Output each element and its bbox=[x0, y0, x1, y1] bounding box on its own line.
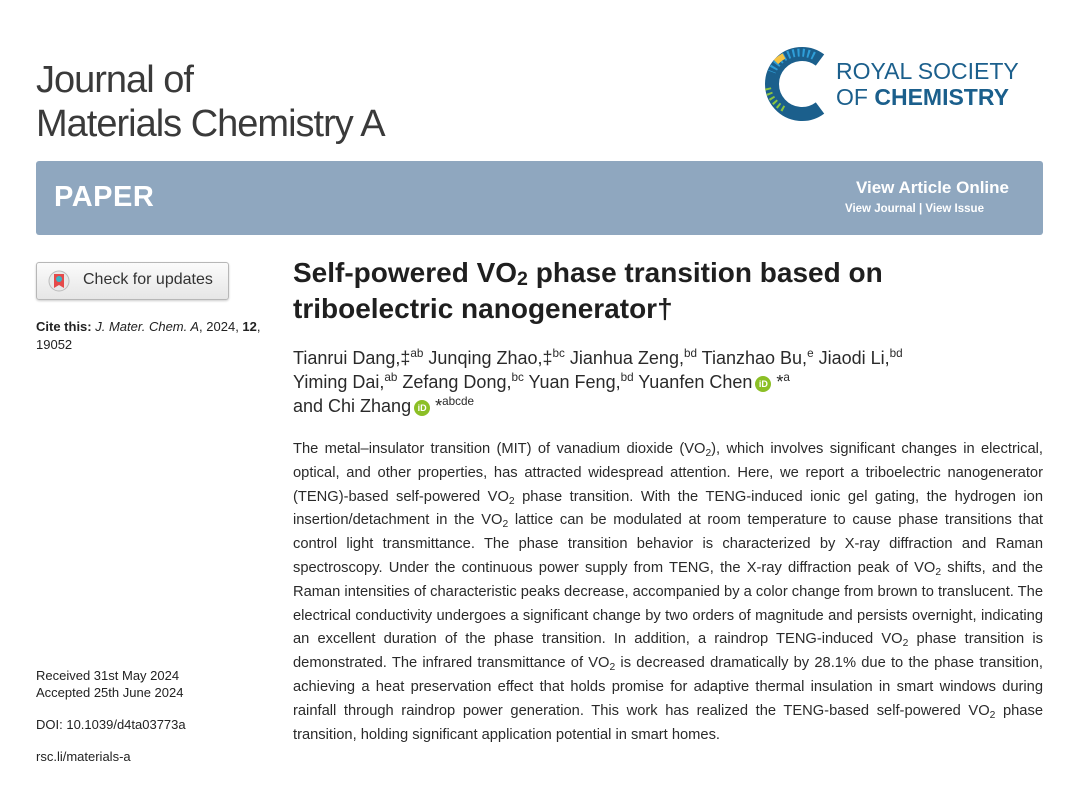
orcid-icon[interactable]: iD bbox=[755, 376, 772, 392]
publisher-name: ROYAL SOCIETY OF CHEMISTRY bbox=[836, 58, 1019, 110]
article-title-subscript: 2 bbox=[517, 268, 528, 290]
publisher-logo[interactable]: ROYAL SOCIETY OF CHEMISTRY bbox=[762, 42, 1052, 126]
publisher-name-of: OF bbox=[836, 84, 875, 110]
view-article-online-link[interactable]: View Article Online bbox=[855, 178, 1009, 197]
accepted-date: Accepted 25th June 2024 bbox=[36, 685, 184, 700]
publication-dates: Received 31st May 2024 Accepted 25th Jun… bbox=[36, 667, 183, 701]
cite-year: , 2024, bbox=[199, 319, 243, 334]
cite-label: Cite this: bbox=[36, 319, 92, 334]
citation: Cite this: J. Mater. Chem. A, 2024, 12, … bbox=[36, 318, 276, 354]
doi[interactable]: DOI: 10.1039/d4ta03773a bbox=[36, 717, 186, 732]
crossmark-icon bbox=[48, 270, 70, 292]
article-title: Self-powered VO2 phase transition based … bbox=[293, 255, 1013, 327]
journal-title: Journal of Materials Chemistry A bbox=[36, 58, 386, 146]
article-type-banner: PAPER View Article Online View Journal |… bbox=[36, 161, 1043, 235]
abstract: The metal–insulator transition (MIT) of … bbox=[293, 441, 1043, 743]
view-issue-link[interactable]: View Issue bbox=[925, 203, 984, 215]
article-title-part2: phase transition based on triboelectric … bbox=[293, 257, 883, 324]
author-list: Tianrui Dang,‡ab Junqing Zhao,‡bc Jianhu… bbox=[293, 347, 903, 416]
article-type-label: PAPER bbox=[54, 181, 155, 213]
view-journal-link[interactable]: View Journal bbox=[845, 203, 916, 215]
article-title-part1: Self-powered VO bbox=[293, 257, 518, 288]
cite-journal: J. Mater. Chem. A bbox=[95, 319, 200, 334]
cite-volume: 12 bbox=[242, 319, 257, 334]
banner-sub-links: View Journal | View Issue bbox=[845, 203, 984, 215]
journal-title-line2: Materials Chemistry A bbox=[36, 103, 386, 145]
check-for-updates-button[interactable]: Check for updates bbox=[36, 262, 229, 300]
orcid-icon[interactable]: iD bbox=[414, 400, 431, 416]
rsc-c-icon bbox=[765, 47, 825, 121]
publisher-name-line2: OF CHEMISTRY bbox=[836, 84, 1019, 110]
publisher-name-line1: ROYAL SOCIETY bbox=[836, 58, 1019, 84]
check-for-updates-label: Check for updates bbox=[83, 271, 213, 288]
journal-title-line1: Journal of bbox=[36, 59, 194, 101]
journal-short-link[interactable]: rsc.li/materials-a bbox=[36, 749, 131, 764]
cite-page: , 19052 bbox=[36, 319, 261, 352]
link-separator: | bbox=[918, 203, 923, 215]
publisher-name-chemistry: CHEMISTRY bbox=[874, 84, 1009, 110]
received-date: Received 31st May 2024 bbox=[36, 668, 180, 683]
